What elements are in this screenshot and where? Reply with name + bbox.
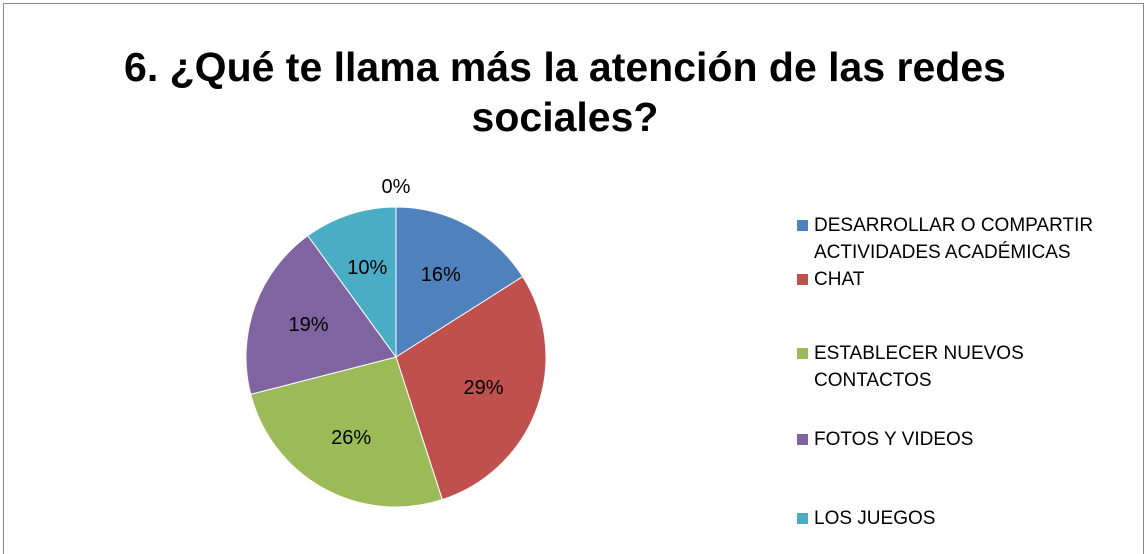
data-label: 0% [382,176,411,198]
legend-entry: DESARROLLAR O COMPARTIR ACTIVIDADES ACAD… [797,212,1144,266]
pie-slice [245,234,397,395]
chart-title: 6. ¿Qué te llama más la atención de las … [124,44,1006,140]
legend-entry: FOTOS Y VIDEOS [797,426,1144,453]
pie-slice [250,356,443,508]
data-label: 29% [463,377,503,399]
legend-label: CHAT [814,269,865,290]
legend-swatch [797,348,808,359]
legend-swatch [797,513,808,524]
legend-label: ESTABLECER NUEVOS CONTACTOS [814,343,1024,391]
data-label: 19% [288,314,328,336]
chart-border [3,3,1144,554]
legend-entry: CHAT [797,266,1144,293]
legend-swatch [797,220,808,231]
legend-swatch [797,274,808,285]
legend-swatch [797,434,808,445]
pie-slice [307,206,397,359]
data-label: 16% [421,264,461,286]
legend-entry: LOS JUEGOS [797,505,1144,532]
legend-label: LOS JUEGOS [814,508,936,529]
data-label: 10% [347,257,387,279]
legend-entry: ESTABLECER NUEVOS CONTACTOS [797,340,1144,394]
pie-slice [395,275,547,501]
pie-slice [395,206,524,358]
legend-label: FOTOS Y VIDEOS [814,429,974,450]
data-label: 26% [331,427,371,449]
legend-label: DESARROLLAR O COMPARTIR ACTIVIDADES ACAD… [814,215,1094,263]
